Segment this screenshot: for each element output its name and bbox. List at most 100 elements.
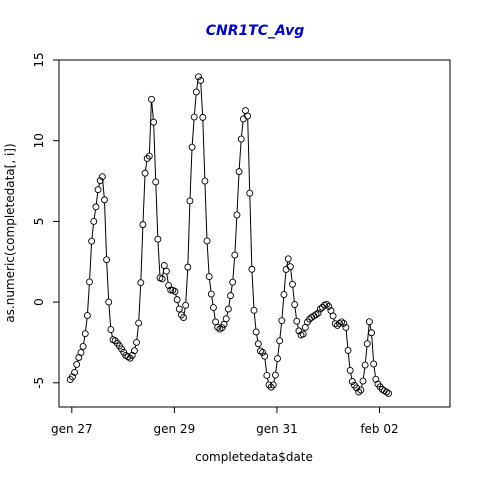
data-point <box>148 95 155 103</box>
data-point <box>312 311 320 319</box>
data-point <box>254 340 262 348</box>
series-segment <box>83 336 86 344</box>
data-point <box>348 378 356 385</box>
y-tick-label: -5 <box>32 377 46 389</box>
series-segment <box>273 377 276 383</box>
data-point <box>162 267 170 275</box>
data-point <box>263 372 271 379</box>
data-point <box>261 352 269 360</box>
series-segment <box>241 121 244 137</box>
data-point <box>68 373 76 381</box>
data-point <box>90 217 98 225</box>
series-segment <box>153 125 157 179</box>
series-segment <box>247 119 251 191</box>
data-point <box>73 360 81 368</box>
data-point <box>233 211 241 219</box>
data-point <box>284 255 292 263</box>
series-segment <box>193 94 197 115</box>
series-segment <box>264 359 268 373</box>
data-point <box>209 304 217 311</box>
data-point <box>291 301 299 308</box>
data-point <box>103 256 111 264</box>
data-point <box>182 301 190 309</box>
series-segment <box>157 242 161 275</box>
series-segment <box>345 330 349 348</box>
data-point <box>101 196 108 204</box>
series-segment <box>202 120 206 179</box>
series-segment <box>253 313 257 330</box>
series-segment <box>200 83 204 115</box>
x-axis-label: completedata$date <box>195 450 313 464</box>
data-point <box>190 113 198 121</box>
data-point <box>336 319 343 327</box>
data-point <box>152 178 160 186</box>
data-point <box>280 291 288 299</box>
data-point <box>293 317 301 325</box>
data-point <box>184 263 192 271</box>
data-point <box>359 377 367 385</box>
data-point <box>135 319 143 327</box>
series-segment <box>144 161 148 171</box>
x-tick-label: gen 31 <box>256 422 298 436</box>
data-point <box>385 389 393 397</box>
data-point <box>325 303 333 310</box>
data-point <box>342 323 350 331</box>
series-segment <box>140 227 144 280</box>
series-segment <box>350 373 353 379</box>
data-point <box>244 112 252 120</box>
data-point <box>286 263 294 271</box>
data-point <box>370 360 378 368</box>
data-point <box>353 384 361 392</box>
data-point <box>88 237 96 245</box>
data-point <box>246 189 254 197</box>
data-point <box>229 278 237 286</box>
series-segment <box>347 353 351 368</box>
data-point <box>94 186 102 194</box>
y-tick-label: 15 <box>32 52 46 67</box>
data-point <box>98 173 106 181</box>
data-point <box>137 279 145 287</box>
series-segment <box>369 324 372 330</box>
data-point <box>363 340 371 348</box>
data-point <box>357 386 365 394</box>
data-point <box>340 319 348 327</box>
data-point <box>222 315 230 323</box>
series-points <box>66 73 393 397</box>
data-point <box>145 152 153 160</box>
data-point <box>207 290 215 298</box>
data-point <box>252 328 260 336</box>
data-point <box>333 321 341 329</box>
data-point <box>186 197 194 205</box>
series-segment <box>166 274 169 283</box>
data-point <box>329 312 337 320</box>
series-segment <box>275 361 278 373</box>
series-segment <box>362 367 366 379</box>
data-point <box>105 298 113 306</box>
series-segment <box>148 102 152 154</box>
data-point <box>192 88 200 96</box>
data-point <box>269 381 277 389</box>
data-point <box>259 348 267 356</box>
data-point <box>150 118 158 126</box>
x-axis: gen 27 gen 29 gen 31 feb 02 <box>51 407 399 436</box>
series-segment <box>155 184 159 237</box>
data-point <box>201 177 209 185</box>
data-point <box>344 346 352 354</box>
series-segment <box>95 192 99 204</box>
series-segment <box>256 334 259 341</box>
y-tick-label: 5 <box>32 218 46 226</box>
series-segment <box>251 272 255 308</box>
data-point <box>199 113 207 121</box>
series-segment <box>228 298 231 307</box>
series-segment <box>185 270 189 303</box>
series-segment <box>238 142 242 169</box>
data-point <box>214 323 222 331</box>
series-segment <box>204 184 208 238</box>
data-point <box>216 325 224 333</box>
data-point <box>224 305 232 313</box>
series-segment <box>209 279 212 292</box>
series-segment <box>296 323 299 329</box>
data-point <box>154 235 162 243</box>
series-segment <box>277 343 280 356</box>
data-point <box>158 275 166 283</box>
